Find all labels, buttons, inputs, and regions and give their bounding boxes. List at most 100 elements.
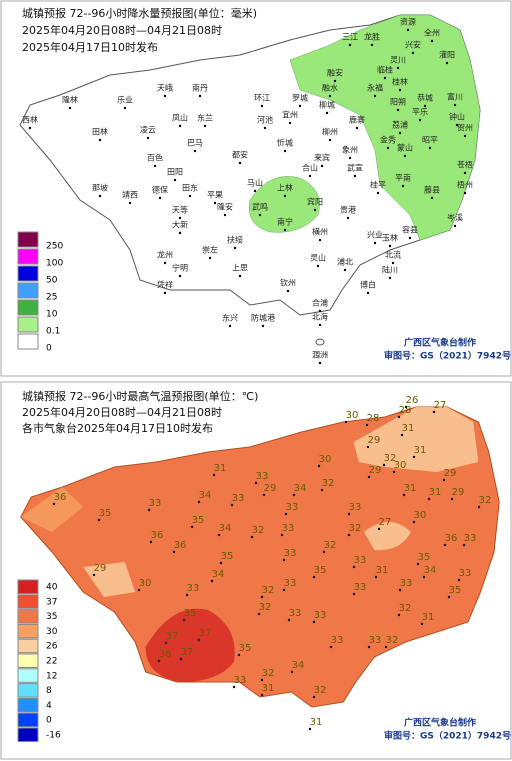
city-dot: [233, 246, 237, 250]
temp-label: 33: [400, 578, 413, 589]
city-label: 隆安: [217, 202, 233, 212]
city-dot: [318, 323, 322, 327]
city-dot: [463, 171, 467, 175]
city-dot: [398, 131, 402, 135]
temp-label: 35: [418, 552, 431, 563]
city-dot: [347, 533, 351, 537]
city-dot: [163, 291, 167, 295]
city-label: 上思: [232, 264, 248, 273]
city-dot: [391, 261, 395, 265]
city-dot: [397, 613, 401, 617]
legend-swatch: [17, 638, 39, 654]
city-dot: [401, 184, 405, 188]
temp-label: 32: [259, 602, 272, 613]
city-label: 上林: [277, 183, 293, 193]
city-label: 隆林: [62, 95, 78, 105]
city-label: 平乐: [412, 107, 428, 117]
city-label: 靖西: [122, 190, 138, 200]
city-dot: [258, 213, 262, 217]
city-dot: [427, 497, 431, 501]
legend-swatch: [17, 697, 39, 713]
city-dot: [411, 51, 415, 55]
city-dot: [325, 111, 329, 115]
province-outline: [20, 406, 500, 708]
city-dot: [232, 685, 236, 689]
city-dot: [182, 618, 186, 622]
legend-label: 10: [46, 310, 58, 320]
city-dot: [447, 595, 451, 599]
city-label: 武鸣: [252, 202, 268, 212]
city-label: 融水: [322, 83, 338, 93]
city-label: 大新: [172, 220, 188, 230]
city-dot: [157, 659, 161, 663]
city-label: 贵港: [340, 205, 356, 215]
city-dot: [28, 126, 32, 130]
temp-label: 33: [187, 583, 200, 594]
city-label: 忻城: [277, 138, 293, 148]
temp-label: 31: [310, 717, 323, 728]
legend-swatch: [17, 609, 39, 624]
island: [315, 338, 325, 346]
legend-label: 30: [46, 627, 58, 637]
city-label: 永福: [367, 83, 383, 93]
temp-label: 29: [264, 483, 277, 494]
city-dot: [463, 134, 467, 138]
title: 城镇预报 72--96小时最高气温预报图(单位：℃): [22, 389, 258, 403]
city-label: 全州: [424, 28, 440, 38]
city-label: 德保: [152, 185, 168, 195]
city-label: 龙州: [157, 250, 173, 260]
city-dot: [172, 550, 176, 554]
city-dot: [373, 241, 377, 245]
city-dot: [146, 136, 150, 140]
legend-label: 50: [46, 276, 58, 286]
city-dot: [329, 645, 333, 649]
city-label: 龙胜: [364, 32, 380, 42]
city-label: 贺州: [457, 123, 473, 133]
city-dot: [443, 543, 447, 547]
city-dot: [298, 104, 302, 108]
temp-label: 32: [349, 523, 362, 534]
legend-swatch: [17, 248, 39, 265]
temp-label: 28: [399, 405, 412, 416]
temp-label: 32: [322, 478, 335, 489]
legend-label: 37: [46, 597, 57, 607]
city-dot: [396, 108, 400, 112]
temp-label: 33: [354, 582, 367, 593]
legend-label: 100: [46, 259, 63, 269]
city-dot: [463, 191, 467, 195]
city-label: 凭祥: [157, 280, 173, 290]
city-dot: [455, 123, 459, 127]
city-label: 合山: [302, 163, 318, 173]
city-label: 环江: [254, 94, 270, 103]
city-label: 百色: [147, 153, 163, 163]
city-label: 武宣: [347, 163, 363, 173]
city-label: 巴马: [187, 139, 203, 148]
city-dot: [316, 264, 320, 268]
city-dot: [370, 43, 374, 47]
city-dot: [219, 561, 223, 565]
temp-label: 30: [346, 410, 359, 421]
temp-label: 33: [284, 548, 297, 559]
temp-label: 32: [399, 603, 412, 614]
city-label: 桂林: [392, 77, 408, 87]
temp-label: 33: [354, 555, 367, 566]
legend-label: 8: [46, 686, 52, 696]
city-dot: [308, 727, 312, 731]
mild-area: [83, 562, 136, 597]
city-label: 灵山: [310, 253, 326, 263]
city-dot: [197, 500, 201, 504]
rain-area: [289, 14, 481, 241]
city-label: 博白: [360, 280, 376, 290]
city-dot: [318, 309, 322, 313]
city-dot: [400, 433, 404, 437]
city-label: 凤山: [172, 113, 188, 123]
legend-swatch: [17, 316, 39, 333]
temp-label: 36: [151, 530, 164, 541]
temp-label: 30: [414, 510, 427, 521]
city-dot: [52, 502, 56, 506]
temp-label: 29: [369, 465, 382, 476]
legend-label: 4: [46, 701, 52, 711]
temp-label: 33: [286, 502, 299, 513]
temp-label: 34: [219, 523, 232, 534]
city-dot: [367, 475, 371, 479]
